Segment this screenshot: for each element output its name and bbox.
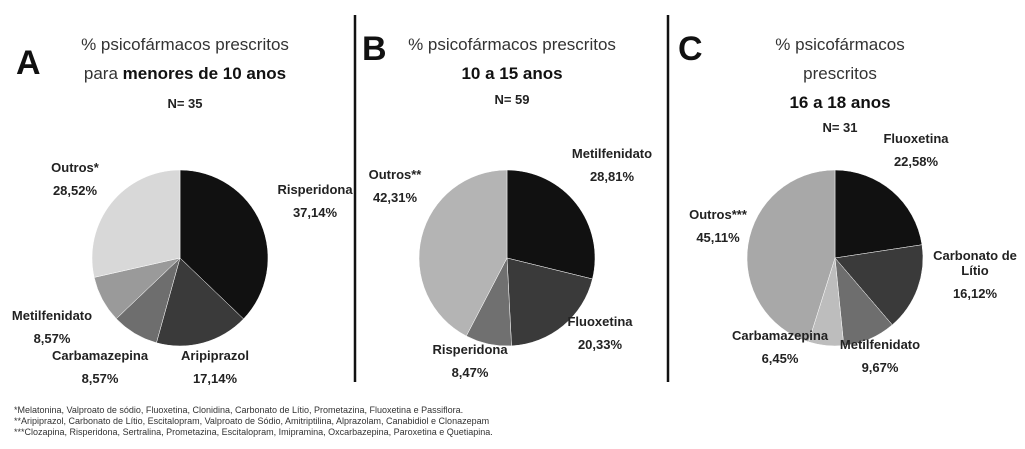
slice-label: Carbamazepina 6,45% (720, 328, 840, 366)
slice-value: 37,14% (292, 205, 338, 220)
slice-name: Metilfenidato (839, 337, 921, 352)
slice-name: Outros*** (689, 207, 747, 222)
slice-value: 42,31% (372, 190, 418, 205)
slice-name: Outros* (51, 160, 99, 175)
slice-label: Risperidona 37,14% (255, 182, 375, 220)
slice-label: Outros*** 45,11% (668, 207, 768, 245)
pie-slice (834, 169, 923, 259)
slice-value: 16,12% (952, 286, 998, 301)
pie-slice (418, 169, 508, 337)
slice-value: 28,52% (52, 183, 98, 198)
slice-name: Aripiprazol (181, 348, 249, 363)
slice-label: Carbamazepina 8,57% (40, 348, 160, 386)
slice-label: Risperidona 8,47% (415, 342, 525, 380)
pie-slice (506, 169, 596, 280)
footnote: ***Clozapina, Risperidona, Sertralina, P… (14, 427, 493, 437)
slice-name: Metilfenidato (571, 146, 653, 161)
slice-name: Carbamazepina (51, 348, 149, 363)
slice-label: Metilfenidato 28,81% (552, 146, 672, 184)
slice-name: Metilfenidato (11, 308, 93, 323)
panel-letter: B (362, 30, 387, 68)
chart-title: % psicofármacos prescritos 10 a 15 anos (372, 30, 652, 88)
subtitle: N= 31 (822, 120, 858, 135)
title-text: % psicofármacos prescritos para (81, 35, 289, 83)
slice-name: Fluoxetina (567, 314, 633, 329)
slice-label: Metilfenidato 8,57% (0, 308, 112, 346)
pie-slice (746, 169, 836, 343)
subtitle: N= 59 (494, 92, 530, 107)
title-text: % psicofármacos prescritos (775, 35, 905, 83)
pie-slice (179, 169, 269, 320)
slice-name: Carbamazepina (731, 328, 829, 343)
slice-value: 9,67% (861, 360, 899, 375)
slice-value: 8,57% (81, 371, 119, 386)
slice-name: Risperidona (277, 182, 353, 197)
slice-name: Fluoxetina (883, 131, 949, 146)
slice-value: 6,45% (761, 351, 799, 366)
title-bold: 16 a 18 anos (789, 93, 891, 112)
pie-slice (91, 169, 181, 278)
slice-value: 28,81% (589, 169, 635, 184)
chart-title: % psicofármacos prescritos para menores … (65, 30, 305, 88)
slice-label: Metilfenidato 9,67% (825, 337, 935, 375)
pie-slice (156, 257, 244, 347)
slice-value: 8,57% (33, 331, 71, 346)
footnote: **Aripiprazol, Carbonato de Lítio, Escit… (14, 416, 490, 426)
slice-name: Carbonato de Lítio (933, 248, 1017, 278)
slice-label: Fluoxetina 22,58% (861, 131, 971, 169)
subtitle: N= 35 (167, 96, 203, 111)
pie-slice (834, 244, 924, 326)
slice-label: Outros* 28,52% (25, 160, 125, 198)
title-text: % psicofármacos prescritos (408, 35, 616, 54)
slice-label: Outros** 42,31% (345, 167, 445, 205)
slice-value: 45,11% (696, 230, 740, 245)
chart-title: % psicofármacos prescritos 16 a 18 anos (755, 30, 925, 117)
title-bold: 10 a 15 anos (461, 64, 563, 83)
title-bold: menores de 10 anos (122, 64, 287, 83)
slice-label: Aripiprazol 17,14% (155, 348, 275, 386)
slice-label: Carbonato de Lítio 16,12% (925, 248, 1025, 301)
slice-name: Risperidona (432, 342, 508, 357)
slice-value: 20,33% (577, 337, 623, 352)
slice-value: 17,14% (192, 371, 238, 386)
slice-value: 8,47% (451, 365, 489, 380)
footnote: *Melatonina, Valproato de sódio, Fluoxet… (14, 405, 464, 415)
slice-label: Fluoxetina 20,33% (545, 314, 655, 352)
panel-letter: A (16, 44, 41, 82)
pie-slice (506, 257, 593, 347)
panel-letter: C (678, 30, 703, 68)
slice-value: 22,58% (893, 154, 939, 169)
slice-name: Outros** (368, 167, 422, 182)
